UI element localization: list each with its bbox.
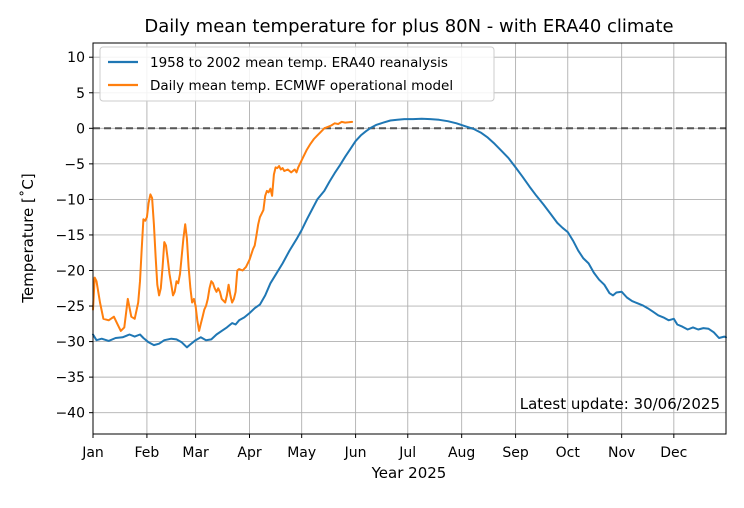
- y-tick-label: −15: [55, 228, 85, 244]
- y-tick-label: −25: [55, 299, 85, 315]
- x-tick-label: Apr: [237, 445, 261, 461]
- x-tick-label: Jun: [344, 445, 367, 461]
- series-layer: [92, 117, 727, 349]
- x-tick-label: Mar: [182, 445, 209, 461]
- x-tick-label: Jan: [81, 445, 104, 461]
- x-tick-label: Aug: [448, 445, 475, 461]
- legend: 1958 to 2002 mean temp. ERA40 reanalysis…: [99, 46, 495, 102]
- x-tick-label: May: [287, 445, 316, 461]
- y-ticks: 10 5 0 −5 −10 −15 −20 −25 −30 −35 −40: [55, 50, 93, 422]
- y-tick-label: 10: [67, 50, 85, 66]
- x-tick-label: Jul: [398, 445, 416, 461]
- update-annotation: Latest update: 30/06/2025: [520, 395, 720, 413]
- x-tick-label: Feb: [135, 445, 160, 461]
- y-tick-label: −40: [55, 406, 85, 422]
- y-tick-label: 0: [76, 121, 85, 137]
- y-tick-label: 5: [76, 86, 85, 102]
- y-axis-label: Temperature [˚C]: [19, 173, 37, 303]
- plot-frame: [92, 42, 727, 435]
- x-axis-label: Year 2025: [371, 464, 447, 482]
- series-line-era40: [92, 117, 727, 349]
- y-tick-label: −10: [55, 192, 85, 208]
- x-tick-label: Nov: [608, 445, 635, 461]
- legend-label-ecmwf: Daily mean temp. ECMWF operational model: [150, 78, 453, 94]
- x-tick-label: Oct: [556, 445, 581, 461]
- grid: [92, 43, 726, 434]
- y-tick-label: −20: [55, 263, 85, 279]
- chart-title: Daily mean temperature for plus 80N - wi…: [144, 16, 673, 37]
- x-tick-label: Sep: [502, 445, 529, 461]
- x-ticks: Jan Feb Mar Apr May Jun Jul Aug Sep Oct Nov Dec: [81, 434, 687, 461]
- legend-box: [99, 46, 495, 102]
- legend-label-era40: 1958 to 2002 mean temp. ERA40 reanalysis: [150, 55, 448, 71]
- y-tick-label: −5: [64, 157, 85, 173]
- series-line-ecmwf: [92, 120, 354, 332]
- y-tick-label: −30: [55, 335, 85, 351]
- y-tick-label: −35: [55, 370, 85, 386]
- x-tick-label: Dec: [660, 445, 687, 461]
